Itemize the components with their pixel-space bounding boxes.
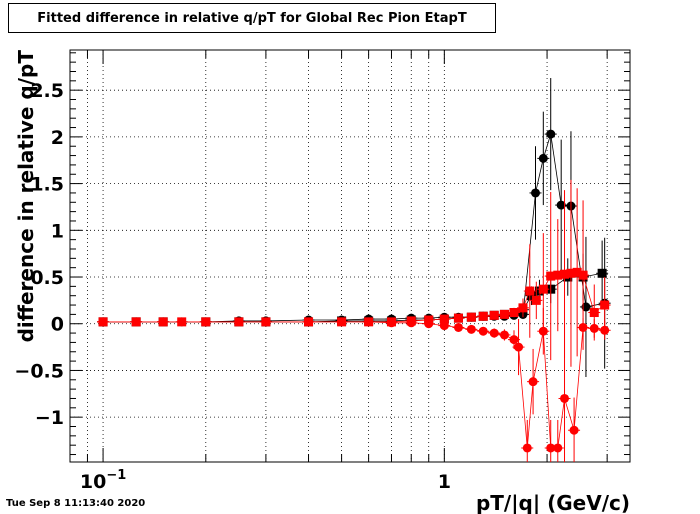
chart-title-box: Fitted difference in relative q/pT for G… xyxy=(8,3,496,33)
data-point xyxy=(261,317,271,327)
x-tick-label-exponent: −1 xyxy=(106,468,126,483)
series-3 xyxy=(97,179,611,367)
y-axis-label: difference in relative q/pT xyxy=(14,50,38,343)
x-tick-label: 10−1 xyxy=(80,468,126,493)
data-point xyxy=(560,393,570,403)
data-layer xyxy=(97,78,611,462)
data-point xyxy=(386,317,396,327)
data-point xyxy=(600,300,610,310)
data-point xyxy=(466,324,476,334)
data-point xyxy=(518,303,528,313)
data-point xyxy=(531,188,541,198)
y-tick-label: 2.5 xyxy=(30,80,64,102)
data-point xyxy=(499,309,509,319)
data-point xyxy=(234,317,244,327)
data-point xyxy=(589,308,599,318)
data-point xyxy=(531,295,541,305)
data-point xyxy=(489,310,499,320)
data-point xyxy=(489,328,499,338)
data-point xyxy=(98,317,108,327)
data-point xyxy=(364,317,374,327)
y-tick-label: 0.5 xyxy=(30,267,64,289)
data-point xyxy=(566,268,576,278)
data-point xyxy=(525,286,535,296)
timestamp: Tue Sep 8 11:13:40 2020 xyxy=(6,498,146,509)
data-point xyxy=(578,270,588,280)
plot-frame xyxy=(69,49,631,463)
y-tick-label: −0.5 xyxy=(14,360,64,382)
data-point xyxy=(131,317,141,327)
data-point xyxy=(478,326,488,336)
data-point xyxy=(304,317,314,327)
data-point xyxy=(556,200,566,210)
data-point xyxy=(466,312,476,322)
x-tick-label-base: 1 xyxy=(438,471,451,493)
y-tick-label: 0 xyxy=(51,314,64,336)
data-point xyxy=(546,129,556,139)
y-tick-label: −1 xyxy=(35,407,64,429)
data-point xyxy=(499,330,509,340)
data-point xyxy=(597,268,607,278)
data-point xyxy=(478,311,488,321)
data-point xyxy=(522,443,532,453)
series-line xyxy=(103,133,605,323)
data-point xyxy=(572,267,582,277)
data-point xyxy=(538,284,548,294)
data-point xyxy=(546,271,556,281)
grid xyxy=(69,50,630,462)
data-point xyxy=(406,316,416,326)
data-point xyxy=(546,443,556,453)
data-point xyxy=(177,317,187,327)
x-axis-label: pT/|q| (GeV/c) xyxy=(476,491,630,514)
data-point xyxy=(553,270,563,280)
data-point xyxy=(337,317,347,327)
data-point xyxy=(569,425,579,435)
data-point xyxy=(439,314,449,324)
data-point xyxy=(581,302,591,312)
data-point xyxy=(509,308,519,318)
data-point xyxy=(538,153,548,163)
x-tick-label: 1 xyxy=(438,471,451,493)
data-point xyxy=(453,313,463,323)
data-point xyxy=(453,322,463,332)
data-point xyxy=(201,317,211,327)
data-point xyxy=(424,315,434,325)
x-tick-label-base: 10 xyxy=(80,471,106,493)
data-point xyxy=(158,317,168,327)
data-point xyxy=(560,269,570,279)
y-tick-label: 1 xyxy=(51,220,64,242)
data-point xyxy=(526,291,536,301)
data-point xyxy=(528,377,538,387)
chart-title: Fitted difference in relative q/pT for G… xyxy=(37,10,467,26)
data-point xyxy=(509,335,519,345)
data-point xyxy=(553,443,563,453)
data-point xyxy=(514,342,524,352)
y-tick-label: 2 xyxy=(51,127,64,149)
y-tick-label: 1.5 xyxy=(30,174,64,196)
